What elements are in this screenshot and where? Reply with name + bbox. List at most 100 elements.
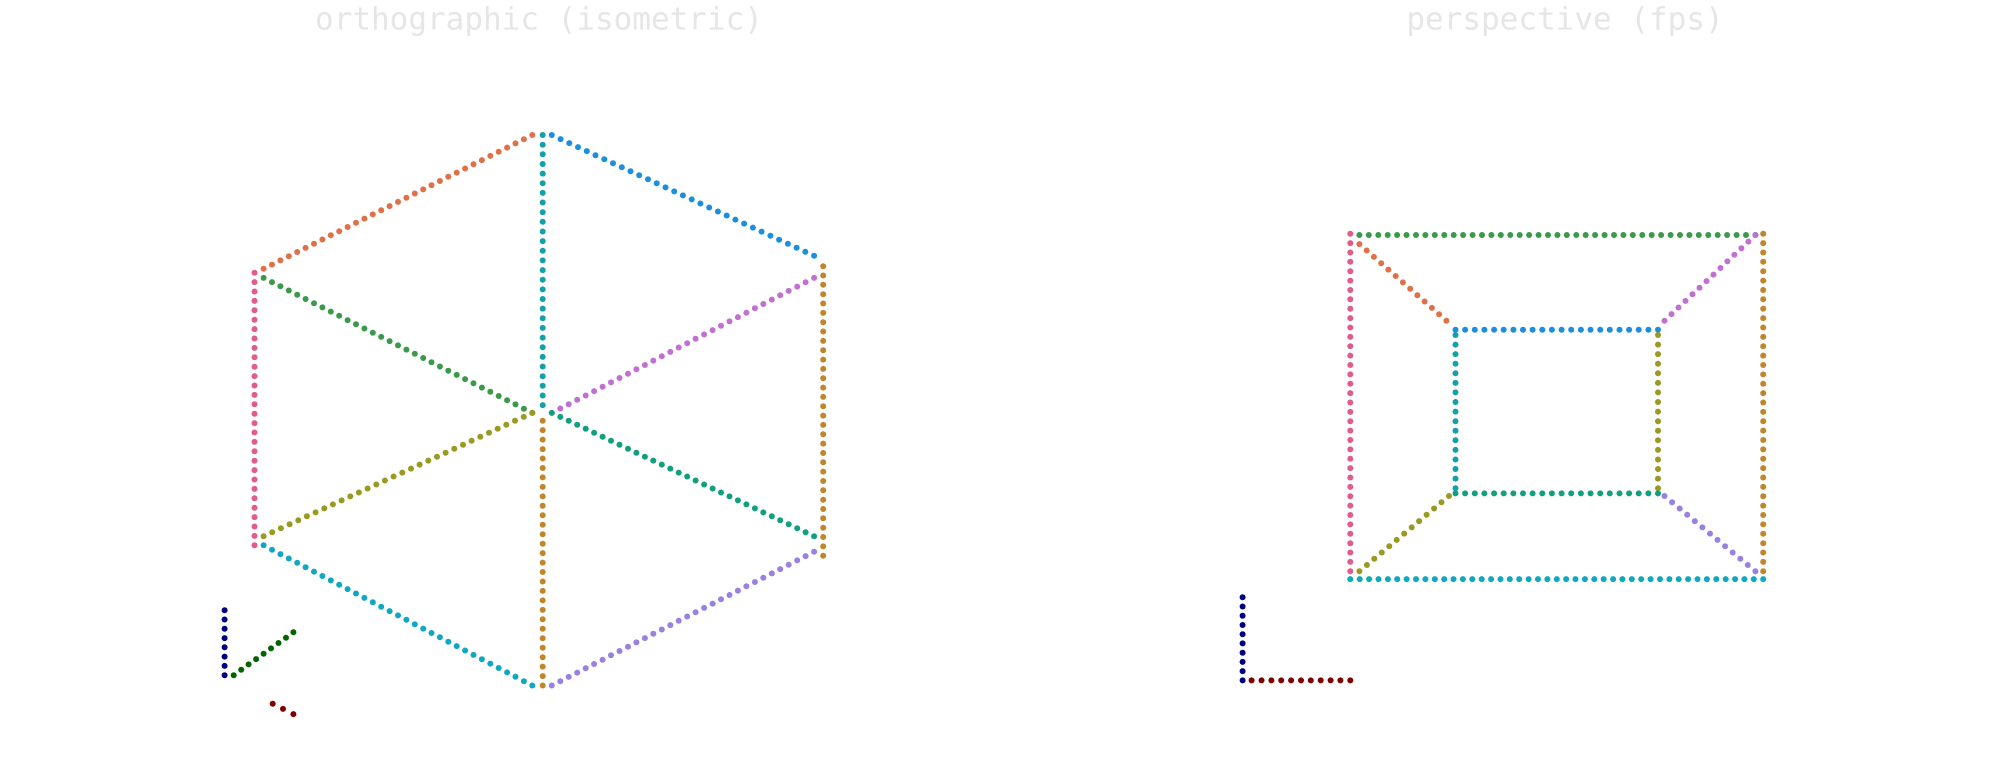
edge-dot <box>1347 258 1354 265</box>
edge-dot <box>1347 240 1354 247</box>
edge-dot <box>1347 521 1354 528</box>
edge-dot <box>1363 562 1370 568</box>
edge-dot <box>539 344 546 351</box>
edge-dot <box>1347 540 1354 547</box>
edge-dot <box>1568 326 1575 333</box>
edge-dot <box>399 469 406 476</box>
edge-dot <box>751 505 758 512</box>
edge-dot <box>811 274 818 281</box>
edge-dot <box>411 350 418 357</box>
edge-dot <box>726 592 733 598</box>
edge-dot <box>1657 576 1663 583</box>
edge-dot <box>251 326 258 333</box>
edge-dot <box>820 459 827 466</box>
edge-dot <box>539 161 546 167</box>
edge-dot <box>1443 317 1450 324</box>
edge-dot <box>1667 232 1674 238</box>
edge-dot <box>565 401 572 408</box>
edge-dot <box>1713 576 1720 583</box>
edge-dot <box>1606 490 1613 497</box>
edge-dot <box>539 392 546 399</box>
edge-dot <box>1347 324 1354 331</box>
edge-dot <box>487 152 494 159</box>
edge-dot <box>1616 326 1623 333</box>
edge-dot <box>251 401 258 408</box>
edge-dot <box>820 319 827 326</box>
edge-dot <box>539 247 546 254</box>
edge-dot <box>1645 490 1652 497</box>
edge-dot <box>539 257 546 264</box>
edge-dot <box>1535 576 1541 583</box>
edge-dot <box>280 705 286 712</box>
edge-dot <box>1760 268 1767 275</box>
edge-dot <box>539 296 546 302</box>
edge-dot <box>627 168 634 175</box>
edge-dot <box>478 656 485 663</box>
edge-dot <box>1760 380 1767 387</box>
edge-dot <box>1760 540 1767 547</box>
edge-dot <box>520 678 527 685</box>
edge-dot <box>1488 576 1495 583</box>
edge-dot <box>1563 576 1570 583</box>
edge-dot <box>268 645 274 652</box>
edge-dot <box>238 666 245 673</box>
edge-dot <box>451 445 458 452</box>
edge-dot <box>701 331 708 338</box>
edge-dot <box>503 421 510 428</box>
edge-dot <box>319 304 326 311</box>
edge-dot <box>251 382 258 389</box>
edge-dot <box>667 622 674 629</box>
edge-dot <box>303 513 310 520</box>
edge-dot <box>820 365 827 372</box>
edge-dot <box>671 188 678 195</box>
edge-dot <box>1563 232 1570 238</box>
edge-dot <box>1655 485 1661 492</box>
edge-dot <box>582 392 589 399</box>
edge-dot <box>633 366 640 373</box>
edge-dot <box>353 219 359 226</box>
edge-dot <box>1581 576 1588 583</box>
edge-dot <box>436 363 443 370</box>
edge-dot <box>820 506 827 512</box>
edge-dot <box>1363 247 1370 254</box>
edge-dot <box>645 176 651 183</box>
edge-dot <box>1347 230 1354 237</box>
edge-dot <box>1703 576 1710 583</box>
edge-dot <box>820 347 827 354</box>
edge-dot <box>1452 408 1459 415</box>
edge-dot <box>416 461 423 468</box>
edge-dot <box>548 682 555 689</box>
edge-dot <box>1500 326 1507 333</box>
edge-dot <box>820 450 827 456</box>
edge-dot <box>361 215 368 222</box>
edge-dot <box>1731 251 1738 258</box>
edge-dot <box>1347 530 1354 537</box>
edge-dot <box>1760 230 1767 237</box>
edge-dot <box>794 283 801 290</box>
edge-dot <box>684 473 691 480</box>
edge-dot <box>601 156 608 163</box>
edge-dot <box>820 468 827 475</box>
edge-dot <box>286 521 293 528</box>
edge-dot <box>1760 483 1767 490</box>
edge-dot <box>709 485 716 492</box>
edge-dot <box>1239 649 1246 656</box>
edge-dot <box>751 579 758 585</box>
edge-dot <box>1568 490 1575 497</box>
edge-dot <box>251 495 258 502</box>
edge-dot <box>539 305 546 312</box>
edge-dot <box>820 403 827 410</box>
edge-dot <box>802 279 809 286</box>
edge-dot <box>1592 232 1599 238</box>
edge-dot <box>539 483 546 490</box>
edge-dot <box>1347 362 1354 368</box>
edge-dot <box>1760 576 1767 583</box>
edge-dot <box>1655 490 1661 497</box>
edge-dot <box>1239 594 1246 601</box>
edge-dot <box>221 653 228 660</box>
edge-dot <box>1347 549 1354 556</box>
edge-dot <box>548 409 555 416</box>
edge-dot <box>1760 530 1767 537</box>
edge-dot <box>1558 326 1565 333</box>
